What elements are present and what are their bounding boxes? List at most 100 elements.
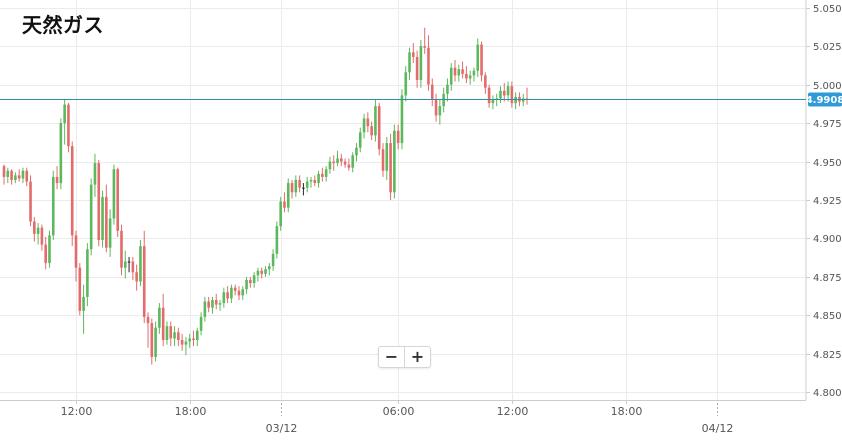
candle-body xyxy=(192,338,195,340)
candle-body xyxy=(449,67,453,85)
candle-body xyxy=(427,47,430,85)
y-tick-label: 4.9500 xyxy=(813,158,842,169)
candle-body xyxy=(358,132,362,148)
candle-body xyxy=(14,175,17,180)
zoom-out-button[interactable]: − xyxy=(384,347,399,366)
candle-body xyxy=(389,143,392,193)
y-tick-label: 4.8750 xyxy=(813,273,842,284)
candle-body xyxy=(226,292,229,299)
candle-body xyxy=(332,161,336,164)
candle-body xyxy=(264,269,267,274)
candle-body xyxy=(161,307,165,340)
zoom-in-button[interactable]: + xyxy=(404,347,430,367)
candle-body xyxy=(218,303,222,305)
candle-body xyxy=(396,130,400,144)
candle-body xyxy=(347,164,351,168)
candle-body xyxy=(480,44,483,76)
candle-body xyxy=(150,323,154,357)
zoom-controls: − + xyxy=(378,346,431,368)
grid-lines xyxy=(0,0,807,401)
candle-body xyxy=(36,227,40,234)
candle-body xyxy=(491,100,495,104)
candle-body xyxy=(2,166,6,177)
x-tick-label: 18:00 xyxy=(611,405,643,418)
candle-body xyxy=(362,118,366,133)
candle-body xyxy=(25,170,29,182)
candle-body xyxy=(366,118,370,127)
candle-body xyxy=(453,67,457,76)
candle-body xyxy=(86,249,89,297)
candle-body xyxy=(343,161,347,165)
candle-body xyxy=(199,316,203,331)
candle-body xyxy=(146,316,150,324)
candle-body xyxy=(302,187,305,189)
candle-body xyxy=(328,161,332,170)
candle-body xyxy=(154,327,157,357)
candles xyxy=(2,27,529,365)
x-tick-label: 12:00 xyxy=(497,405,529,418)
y-tick-label: 4.8250 xyxy=(813,350,842,361)
candle-body xyxy=(465,73,468,79)
candle-body xyxy=(385,143,389,171)
candle-body xyxy=(123,261,127,268)
candle-body xyxy=(298,180,301,188)
candle-body xyxy=(158,307,161,328)
candle-body xyxy=(400,95,404,144)
candle-body xyxy=(484,75,487,88)
candle-body xyxy=(256,270,260,276)
candle-body xyxy=(419,46,423,80)
candle-body xyxy=(252,275,256,284)
candle-body xyxy=(340,158,343,162)
candle-body xyxy=(286,183,290,208)
candle-body xyxy=(165,326,169,340)
candle-body xyxy=(313,180,317,184)
candle-body xyxy=(127,261,131,263)
candle-body xyxy=(324,169,328,177)
candle-body xyxy=(355,147,358,156)
candle-body xyxy=(317,173,320,184)
candle-body xyxy=(63,104,66,124)
candle-body xyxy=(82,296,85,311)
candle-body xyxy=(120,230,123,268)
candle-body xyxy=(17,175,21,179)
candle-body xyxy=(116,169,119,231)
current-price-line: 4.9908 xyxy=(0,92,842,107)
chart-title: 天然ガス xyxy=(22,13,104,37)
candle-body xyxy=(6,170,10,177)
y-tick-label: 4.9250 xyxy=(813,196,842,207)
candle-body xyxy=(33,221,36,234)
candle-body xyxy=(434,100,438,116)
candle-body xyxy=(97,163,101,240)
candle-body xyxy=(29,181,32,222)
x-tick-label: 06:00 xyxy=(383,405,415,418)
x-day-label: 03/12 xyxy=(266,422,298,435)
x-day-label: 04/12 xyxy=(702,422,734,435)
candle-body xyxy=(21,170,25,179)
x-tick-label: 12:00 xyxy=(61,405,93,418)
candle-body xyxy=(180,340,184,345)
candle-body xyxy=(283,201,286,208)
candle-body xyxy=(268,266,271,270)
candle-body xyxy=(207,301,210,308)
candle-body xyxy=(74,235,78,268)
y-axis: 5.0500 5.0250 5.0000 4.9750 4.9500 4.9250 4.90… xyxy=(806,4,842,399)
candle-body xyxy=(173,332,176,339)
candle-body xyxy=(510,86,514,104)
candle-body xyxy=(93,163,97,185)
candle-body xyxy=(476,44,480,71)
y-tick-label: 4.8000 xyxy=(813,388,842,399)
y-tick-label: 5.0500 xyxy=(813,4,842,15)
candle-body xyxy=(101,196,104,240)
candle-body xyxy=(423,46,426,48)
x-axis: 12:00 18:00 03/12 06:00 12:00 18:00 04/12 xyxy=(61,400,734,435)
y-tick-label: 5.0000 xyxy=(813,81,842,92)
candle-body xyxy=(271,253,275,267)
candle-body xyxy=(70,146,74,236)
candle-body xyxy=(188,338,192,342)
candle-body xyxy=(430,84,434,100)
candle-body xyxy=(472,70,476,76)
candle-body xyxy=(279,201,282,227)
candle-body xyxy=(59,123,63,184)
